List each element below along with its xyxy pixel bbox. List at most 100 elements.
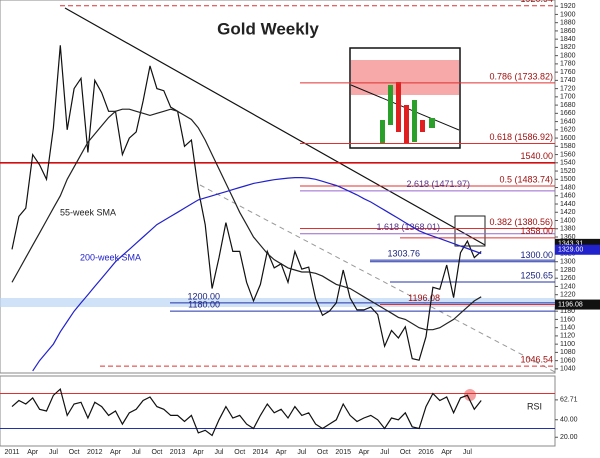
x-tick-label: Oct: [234, 449, 245, 456]
trend-line: [64, 7, 486, 246]
y-tick-label: 1500: [560, 176, 576, 183]
y-tick-label: 1060: [560, 357, 576, 364]
y-tick-label: 1480: [560, 184, 576, 191]
y-tick-label: 1540: [560, 160, 576, 167]
y-tick-label: 1780: [560, 61, 576, 68]
price-frame: [0, 0, 556, 374]
x-tick-label: 2012: [87, 449, 103, 456]
level-label: 0.786 (1733.82): [489, 71, 553, 81]
price-tag: [555, 299, 600, 310]
y-tick-label: 1080: [560, 349, 576, 356]
x-tick-label: 2014: [253, 449, 269, 456]
x-tick-label: 2013: [170, 449, 186, 456]
y-tick-label: 1280: [560, 267, 576, 274]
inset-candle: [420, 120, 425, 132]
x-tick-label: Apr: [441, 449, 453, 456]
y-tick-label: 40.00: [560, 417, 578, 424]
inset-candle: [396, 82, 401, 132]
y-tick-label: 1720: [560, 85, 576, 92]
x-tick-label: Oct: [151, 449, 162, 456]
y-tick-label: 1440: [560, 201, 576, 208]
y-tick-label: 1840: [560, 36, 576, 43]
level-label: 1.618 (1368.01): [376, 222, 440, 232]
price-tag-label: 1196.08: [558, 301, 583, 308]
y-tick-label: 1380: [560, 226, 576, 233]
y-tick-label: 1620: [560, 127, 576, 134]
y-tick-label: 1160: [560, 316, 575, 323]
inset-candle: [380, 120, 385, 144]
x-tick-label: Apr: [110, 449, 122, 456]
annotation: 55-week SMA: [60, 207, 116, 217]
price-tag: [555, 238, 600, 249]
series-line: [11, 45, 482, 361]
y-tick-label: 1900: [560, 11, 576, 18]
y-tick-label: 1140: [560, 325, 575, 332]
x-tick-label: Jul: [49, 449, 58, 456]
x-tick-label: Apr: [276, 449, 288, 456]
level-label: 1180.00: [188, 300, 220, 310]
inset-zone: [351, 60, 459, 95]
level-label: 0.382 (1380.56): [489, 217, 553, 227]
x-tick-label: Apr: [27, 449, 39, 456]
series-line: [11, 108, 482, 331]
y-tick-label: 1180: [560, 308, 575, 315]
x-tick-label: Oct: [69, 449, 80, 456]
y-tick-label: 20.00: [560, 434, 578, 441]
y-tick-label: 1260: [560, 275, 576, 282]
y-tick-label: 1120: [560, 333, 575, 340]
price-tag-label: 1343.31: [558, 241, 583, 248]
y-tick-label: 62.71: [560, 397, 578, 404]
rsi-highlight: [464, 389, 476, 401]
y-tick-label: 1240: [560, 283, 576, 290]
x-tick-label: Jul: [380, 449, 389, 456]
x-tick-label: Jul: [215, 449, 224, 456]
inset-candle: [388, 85, 393, 125]
inset-candle: [429, 118, 435, 128]
inset-candle: [412, 100, 417, 142]
x-tick-label: 2011: [4, 449, 19, 456]
x-tick-label: Apr: [358, 449, 370, 456]
x-tick-label: Jul: [132, 449, 141, 456]
price-tag-label: 1329.00: [558, 247, 583, 254]
y-tick-label: 1460: [560, 193, 576, 200]
y-tick-label: 1220: [560, 292, 576, 299]
chart-title: Gold Weekly: [217, 19, 319, 38]
y-tick-label: 1700: [560, 94, 576, 101]
x-tick-label: Apr: [193, 449, 205, 456]
x-tick-label: Oct: [400, 449, 411, 456]
series-line: [32, 177, 482, 372]
y-tick-label: 1560: [560, 151, 576, 158]
level-label: 1920.94: [520, 0, 553, 4]
x-tick-label: Jul: [297, 449, 306, 456]
x-tick-label: 2016: [418, 449, 434, 456]
inset-candle: [404, 105, 409, 143]
y-tick-label: 1660: [560, 110, 576, 117]
y-tick-label: 1760: [560, 69, 576, 76]
x-tick-label: 2015: [335, 449, 351, 456]
y-tick-label: 1360: [560, 234, 576, 241]
level-label: 1540.00: [520, 151, 553, 161]
annotation: 200-week SMA: [80, 252, 141, 262]
y-tick-label: 1600: [560, 135, 576, 142]
level-label: 1250.65: [520, 270, 553, 280]
y-tick-label: 1100: [560, 341, 575, 348]
level-label: 0.618 (1586.92): [489, 132, 553, 142]
inset: [349, 47, 461, 149]
y-tick-label: 1800: [560, 52, 576, 59]
level-label: 2.618 (1471.97): [406, 179, 470, 189]
level-label: 0.5 (1483.74): [499, 174, 553, 184]
x-tick-label: Jul: [463, 449, 472, 456]
y-tick-label: 1400: [560, 217, 576, 224]
level-label: 1358.00: [520, 226, 553, 236]
x-tick-label: Oct: [317, 449, 328, 456]
y-tick-label: 1880: [560, 20, 576, 27]
level-label: 1303.76: [387, 249, 420, 259]
y-tick-label: 1860: [560, 28, 576, 35]
y-tick-label: 1420: [560, 209, 576, 216]
level-label: 1046.54: [520, 355, 553, 365]
y-tick-label: 1520: [560, 168, 576, 175]
y-tick-label: 1640: [560, 118, 576, 125]
y-tick-label: 1920: [560, 3, 576, 10]
